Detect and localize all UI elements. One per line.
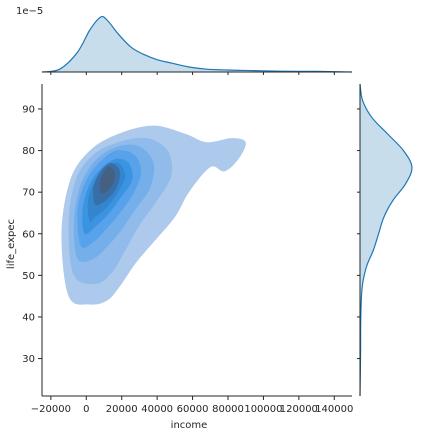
x-tick-label: 60000 [177,404,209,415]
marginal-y-fill [360,84,412,396]
marginal-x-line [41,15,353,73]
x-tick-label: 140000 [315,404,353,415]
y-tick-label: 30 [22,354,35,365]
marginal-y-line [359,83,413,397]
x-tick-label: 120000 [280,404,318,415]
x-tick-label: 100000 [244,404,282,415]
y-tick-label: 40 [22,312,35,323]
y-axis-label: life_expec [6,219,17,269]
x-tick-label: −20000 [31,404,71,415]
x-tick-label: 20000 [106,404,138,415]
x-axis-label: income [171,420,208,431]
x-tick-label: 0 [83,404,89,415]
joint-kde-layer [61,125,246,305]
y-tick-label: 90 [22,104,35,115]
marginal-x-kde [41,15,353,75]
y-tick-label: 50 [22,271,35,282]
y-tick-label: 70 [22,188,35,199]
x-tick-label: 80000 [212,404,244,415]
marginal-x-fill [42,16,352,73]
y-tick-label: 80 [22,146,35,157]
marginal-y-kde [357,83,413,397]
y-tick-label: 60 [22,229,35,240]
axes-layer: −20000 0 20000 40000 60000 80000 1000001200001… [22,84,353,415]
kde-contour-level-8 [99,166,115,194]
marginal-x-offset-label: 1e−5 [16,6,43,17]
x-tick-label: 40000 [141,404,173,415]
